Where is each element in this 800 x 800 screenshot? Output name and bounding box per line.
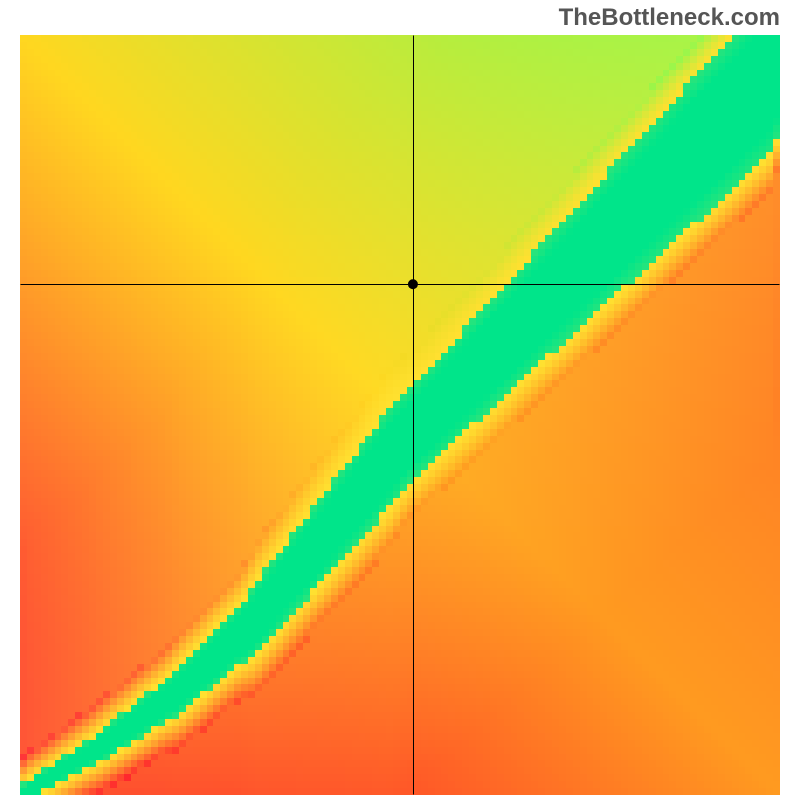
bottleneck-heatmap [20, 35, 780, 795]
watermark-text: TheBottleneck.com [559, 4, 780, 32]
chart-container: TheBottleneck.com [0, 0, 800, 800]
